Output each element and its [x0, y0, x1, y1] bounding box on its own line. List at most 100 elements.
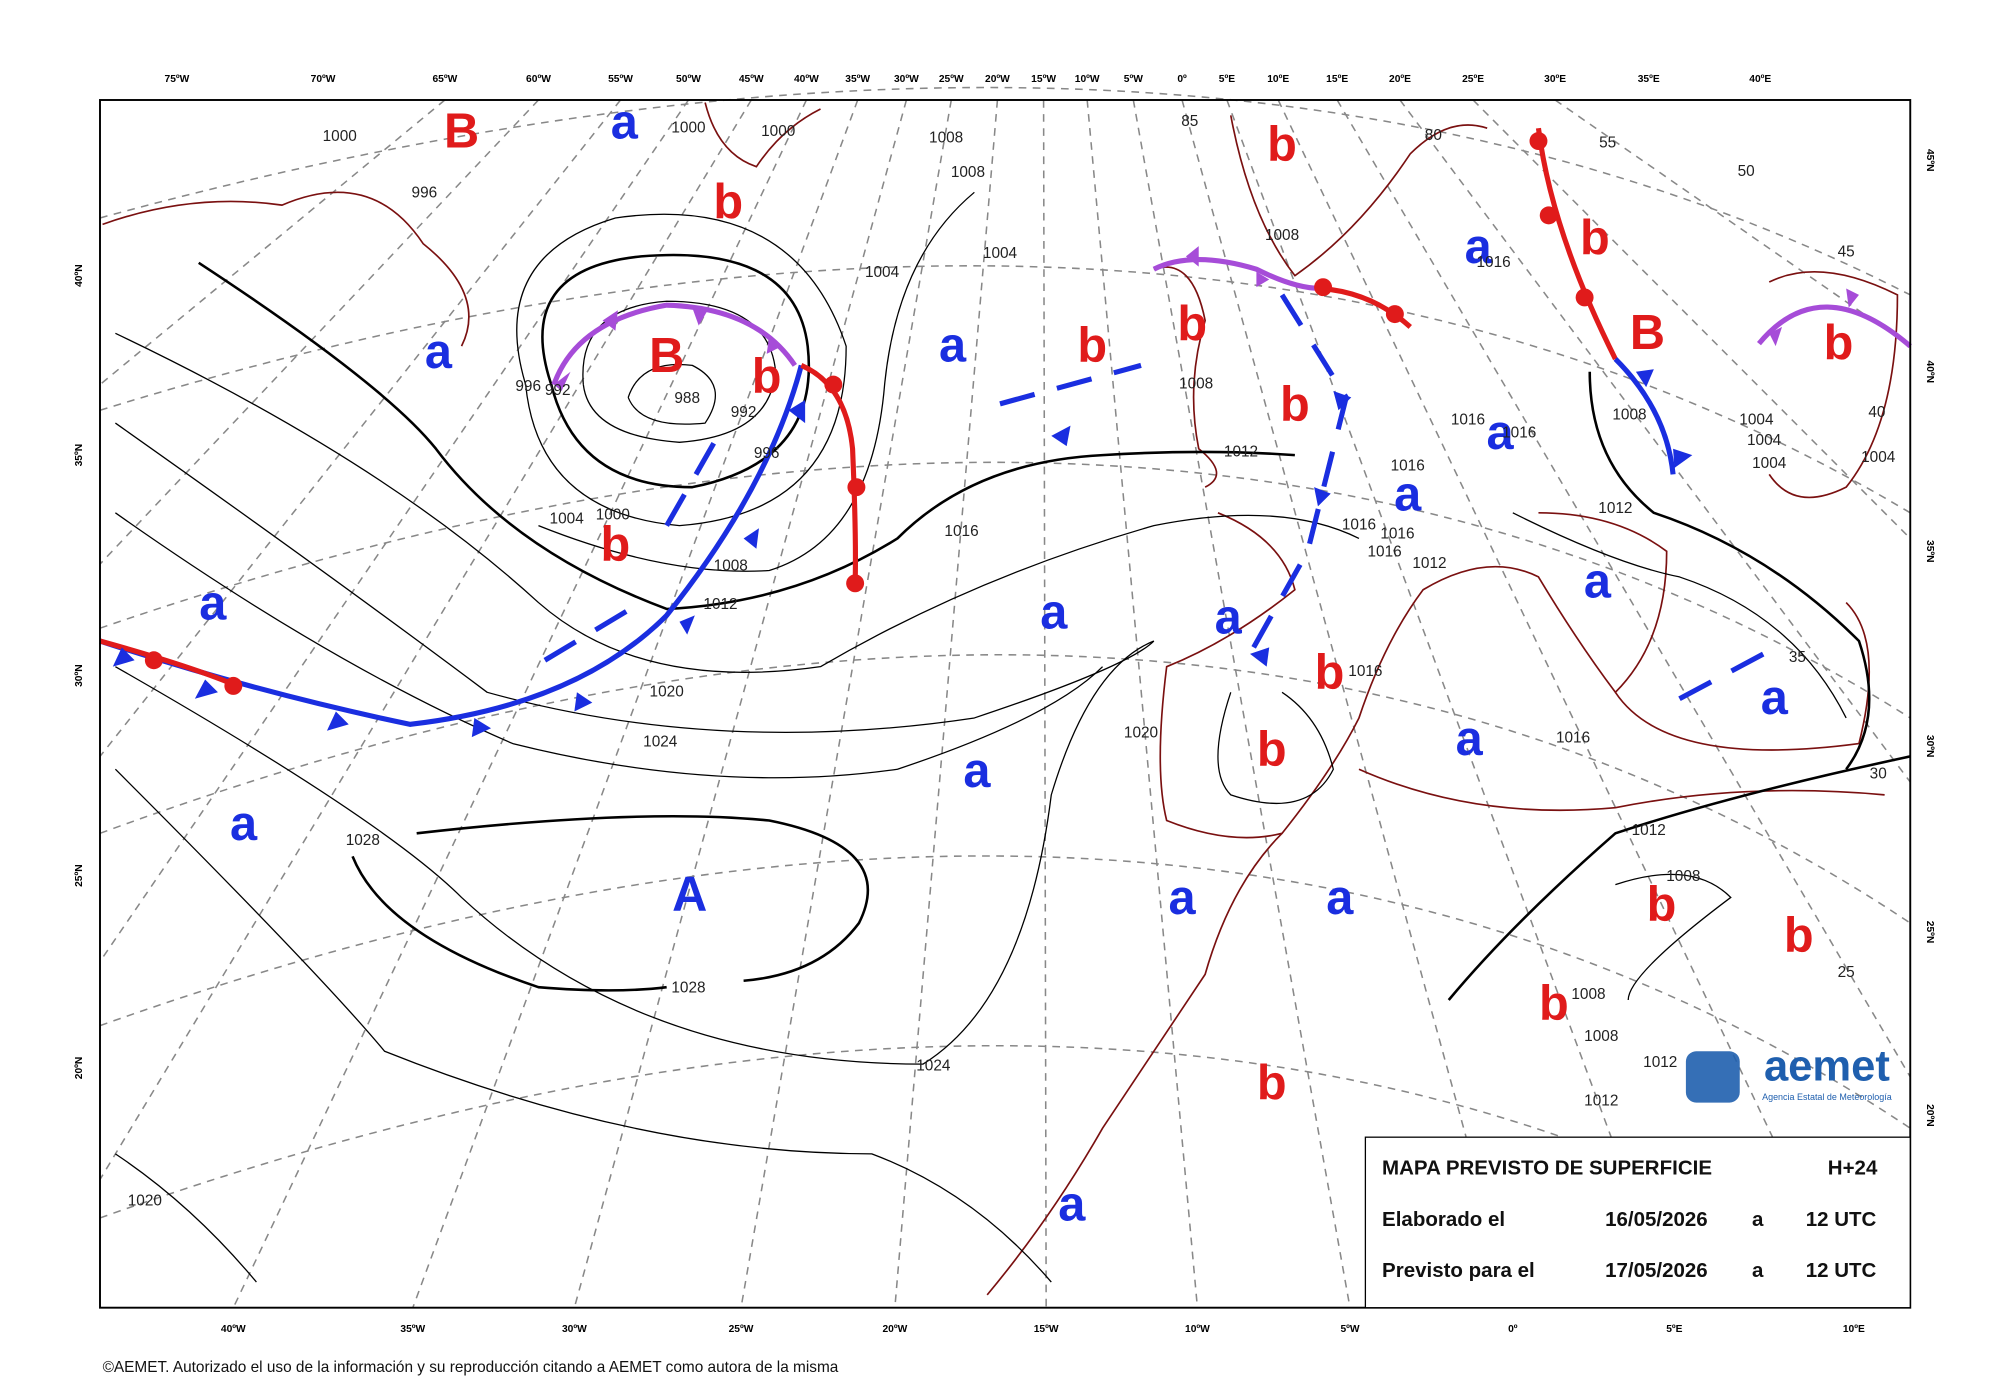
info-box — [1364, 1136, 1911, 1309]
lat-label: 30ºN — [1924, 735, 1935, 758]
lon-label: 35ºW — [400, 1324, 425, 1335]
pressure-center: a — [939, 319, 967, 373]
pressure-center: a — [1761, 671, 1789, 725]
pressure-center: b — [1177, 297, 1207, 351]
lat-label: 35ºN — [1924, 540, 1935, 563]
isobar-label: 988 — [674, 390, 700, 407]
isobar-label: 1016 — [1368, 544, 1402, 561]
pressure-center: b — [1257, 1056, 1287, 1110]
logo: aemet Agencia Estatal de Meteorología — [1685, 1043, 1892, 1103]
isobar-label: 992 — [731, 404, 757, 421]
isobar-label: 1020 — [1124, 724, 1158, 741]
pressure-center: a — [230, 797, 258, 851]
pressure-center: b — [1315, 646, 1345, 700]
pressure-center: b — [1647, 878, 1677, 932]
pressure-center: a — [425, 325, 453, 379]
lon-label: 45ºW — [739, 74, 764, 85]
isobar-label: 1016 — [1476, 254, 1510, 271]
isobar-label: 1004 — [865, 264, 900, 281]
row-sep: a — [1752, 1208, 1764, 1231]
isobar-label: 85 — [1181, 113, 1198, 130]
pressure-center: a — [1326, 871, 1354, 925]
pressure-center: b — [1077, 319, 1107, 373]
isobar-label: 1000 — [761, 123, 795, 140]
row-time: 12 UTC — [1806, 1208, 1877, 1231]
pressure-center: b — [1824, 316, 1854, 370]
isobar-label: 1004 — [1861, 449, 1896, 466]
isobar-label: 1008 — [1179, 376, 1213, 393]
lon-label: 35ºW — [845, 74, 870, 85]
isobars — [114, 191, 1911, 1283]
lon-label: 0º — [1508, 1324, 1518, 1335]
isobar-label: 996 — [515, 378, 541, 395]
pressure-center: a — [199, 576, 227, 630]
pressure-center: b — [713, 175, 743, 229]
isobar-label: 1012 — [1412, 555, 1446, 572]
isobar-label: 1008 — [1571, 986, 1605, 1003]
isobar-label: 996 — [754, 445, 780, 462]
coastlines — [102, 102, 1899, 1296]
isobar-label: 1000 — [323, 128, 357, 145]
isobar-label: 1016 — [1348, 663, 1382, 680]
isobar-label: 1004 — [550, 510, 585, 527]
pressure-center: b — [1539, 976, 1569, 1030]
lon-label: 65ºW — [432, 74, 457, 85]
row-label: Elaborado el — [1382, 1208, 1505, 1231]
lon-label: 55ºW — [608, 74, 633, 85]
isobar-label: 1008 — [1666, 868, 1700, 885]
lon-label: 60ºW — [526, 74, 551, 85]
isobar-label: 1004 — [1747, 432, 1782, 449]
lon-label: 40ºE — [1749, 74, 1771, 85]
lon-label: 15ºW — [1031, 74, 1056, 85]
lon-label: 10ºW — [1185, 1324, 1210, 1335]
pressure-center: a — [1058, 1178, 1086, 1232]
lat-label: 25ºN — [1924, 921, 1935, 944]
isobar-label: 1016 — [1556, 730, 1590, 747]
isobar-label: 1024 — [643, 733, 678, 750]
isobar-label: 80 — [1425, 127, 1442, 144]
lon-label: 30ºE — [1544, 74, 1566, 85]
isobar-label: 1012 — [703, 596, 737, 613]
isobar-label: 1008 — [1584, 1028, 1618, 1045]
pressure-center: a — [963, 744, 991, 798]
isobar-label: 1020 — [128, 1192, 162, 1209]
isobar-label: 1016 — [1502, 424, 1536, 441]
lat-label: 40ºN — [74, 264, 85, 287]
lon-label: 15ºW — [1034, 1324, 1059, 1335]
pressure-center: B — [649, 329, 684, 383]
lon-label: 20ºW — [882, 1324, 907, 1335]
lon-label: 10ºE — [1843, 1324, 1865, 1335]
logo-subtitle: Agencia Estatal de Meteorología — [1762, 1092, 1892, 1102]
lon-label: 50ºW — [676, 74, 701, 85]
isobar-label: 1008 — [714, 558, 748, 575]
isobar-label: 40 — [1868, 404, 1885, 421]
lon-label: 5ºW — [1124, 74, 1143, 85]
lon-label: 40ºW — [794, 74, 819, 85]
coordinate-labels: 75ºW 70ºW 65ºW 60ºW 55ºW 50ºW 45ºW 40ºW 35ºW 30ºW… — [74, 74, 1935, 1335]
lon-label: 25ºW — [729, 1324, 754, 1335]
pressure-center: a — [1169, 871, 1197, 925]
pressure-center: a — [1486, 406, 1514, 460]
pressure-center: a — [1215, 590, 1243, 644]
isobar-label: 1012 — [1584, 1092, 1618, 1109]
isobar-label: 30 — [1870, 765, 1887, 782]
graticule — [99, 86, 1911, 1309]
pressure-center: a — [1456, 712, 1484, 766]
lon-label: 15ºE — [1326, 74, 1348, 85]
isobar-label: 1004 — [1752, 455, 1787, 472]
lon-label: 75ºW — [165, 74, 190, 85]
isobar-label: 1004 — [1739, 412, 1774, 429]
lat-label: 35ºN — [74, 444, 85, 467]
isobar-label: 55 — [1599, 135, 1616, 152]
row-date: 16/05/2026 — [1605, 1208, 1708, 1231]
lat-label: 20ºN — [74, 1057, 85, 1080]
map-title: MAPA PREVISTO DE SUPERFICIE — [1382, 1157, 1712, 1180]
lon-label: 5ºE — [1666, 1324, 1682, 1335]
row-label: Previsto para el — [1382, 1259, 1535, 1282]
pressure-center: B — [444, 104, 479, 158]
isobar-label: 50 — [1738, 163, 1755, 180]
lon-label: 40ºW — [221, 1324, 246, 1335]
